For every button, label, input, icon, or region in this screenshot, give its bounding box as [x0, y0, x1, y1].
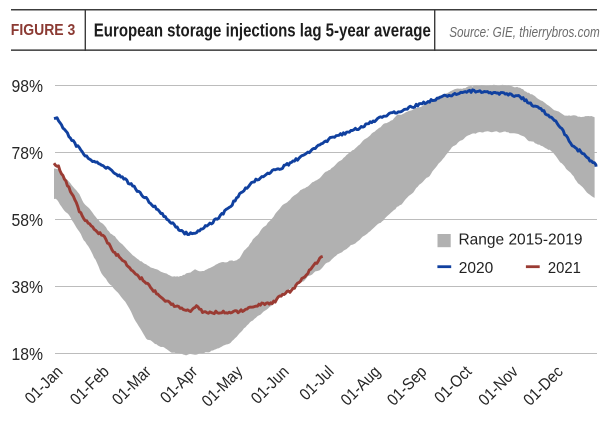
- svg-text:98%: 98%: [12, 76, 44, 96]
- svg-text:FIGURE 3: FIGURE 3: [11, 22, 76, 39]
- svg-text:2021: 2021: [548, 260, 581, 277]
- svg-text:Source: GIE, thierrybros.com: Source: GIE, thierrybros.com: [449, 25, 600, 41]
- svg-text:Range 2015-2019: Range 2015-2019: [459, 231, 583, 248]
- svg-text:18%: 18%: [12, 344, 44, 364]
- svg-text:78%: 78%: [12, 143, 44, 163]
- svg-text:38%: 38%: [12, 277, 44, 297]
- svg-text:European storage injections la: European storage injections lag 5-year a…: [94, 21, 431, 41]
- svg-text:2020: 2020: [459, 260, 494, 277]
- svg-text:58%: 58%: [12, 210, 44, 230]
